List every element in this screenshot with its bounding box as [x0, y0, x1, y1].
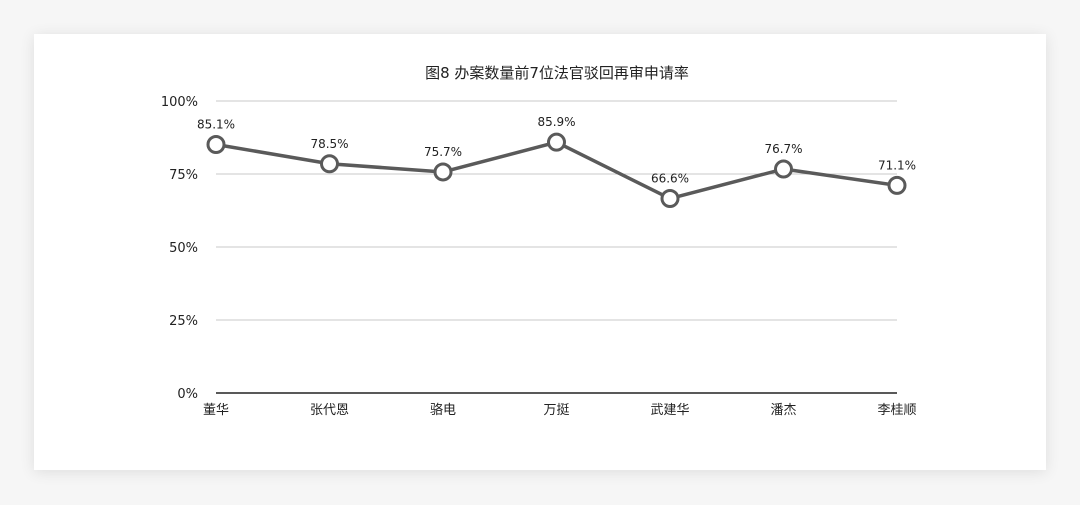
- data-point: [547, 132, 566, 152]
- data-label: 85.9%: [537, 115, 575, 129]
- y-tick-label: 75%: [169, 168, 198, 183]
- x-category-label: 骆电: [430, 402, 456, 418]
- data-point: [320, 154, 339, 174]
- chart-card: [34, 34, 1046, 470]
- data-label: 78.5%: [310, 137, 348, 151]
- data-label: 75.7%: [424, 145, 462, 159]
- data-point: [206, 135, 226, 155]
- grid-lines: [216, 100, 897, 394]
- x-axis-categories: 董华 张代恩 骆电 万挺 武建华 潘杰 李桂顺: [203, 402, 917, 418]
- x-category-label: 张代恩: [310, 403, 349, 418]
- x-category-label: 李桂顺: [877, 403, 916, 418]
- series-group: [206, 132, 907, 209]
- data-labels: 85.1% 78.5% 75.7% 85.9% 66.6% 76.7% 71.1%: [197, 115, 916, 185]
- data-label: 85.1%: [197, 118, 235, 132]
- data-point: [660, 189, 680, 209]
- y-tick-label: 0%: [177, 387, 198, 402]
- y-tick-label: 25%: [169, 314, 198, 329]
- y-axis-ticks: 0% 25% 50% 75% 100%: [161, 95, 198, 402]
- chart-title: 图8 办案数量前7位法官驳回再审申请率: [425, 64, 689, 82]
- data-label: 71.1%: [878, 158, 916, 172]
- y-tick-label: 50%: [169, 241, 198, 256]
- x-category-label: 潘杰: [770, 403, 796, 418]
- data-label: 76.7%: [764, 142, 802, 156]
- data-label: 66.6%: [651, 172, 689, 186]
- x-category-label: 董华: [203, 403, 229, 418]
- x-category-label: 万挺: [543, 403, 569, 418]
- data-point: [433, 162, 453, 182]
- y-tick-label: 100%: [161, 95, 198, 110]
- data-point: [887, 175, 907, 195]
- data-point: [774, 159, 793, 179]
- x-category-label: 武建华: [650, 403, 689, 418]
